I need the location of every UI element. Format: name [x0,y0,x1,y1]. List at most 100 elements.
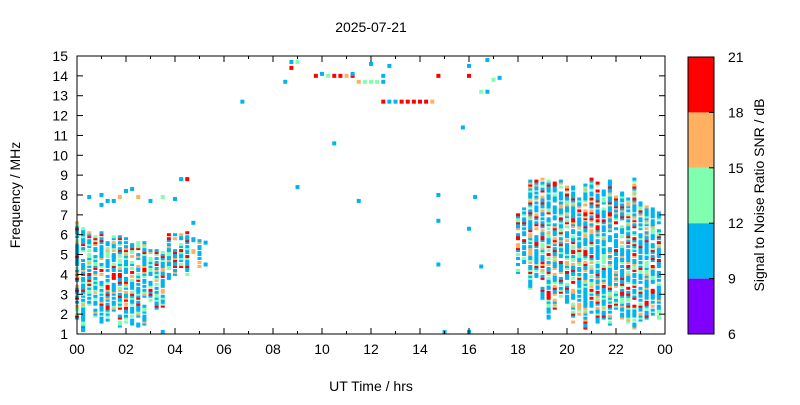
data-point [650,276,655,280]
plot-frame [76,55,666,335]
data-point [607,310,612,314]
data-point [105,274,110,278]
data-point [607,199,612,203]
data-point [295,59,300,64]
data-point [540,195,545,199]
data-point [607,247,612,251]
data-point [93,300,98,304]
data-point [99,247,104,251]
data-point [577,237,582,241]
data-point [638,205,643,209]
data-point [124,278,128,282]
data-point [534,237,539,241]
data-point [595,300,600,304]
data-point [589,241,594,245]
data-point [369,79,373,84]
data-point [185,268,190,272]
data-point [105,284,110,288]
data-point [583,292,588,296]
data-point [626,316,631,320]
data-point [571,302,576,306]
data-point [632,272,637,276]
data-point [381,79,386,84]
data-point [173,268,177,272]
data-point [650,235,655,239]
data-point [99,233,104,237]
data-point [130,318,135,322]
data-point [577,249,582,253]
data-point [565,251,569,255]
data-point [546,181,551,185]
data-point [656,217,661,221]
data-point [583,294,588,298]
data-point [534,227,539,231]
data-point [142,284,147,288]
data-point [583,268,588,272]
data-point [607,185,612,189]
data-point [571,207,576,211]
data-point [638,318,643,322]
data-point [81,231,86,235]
data-point [571,205,576,209]
data-point [626,253,631,257]
data-point [173,251,177,255]
data-point [607,255,612,259]
data-point [632,207,637,211]
data-point [614,233,618,237]
data-point [124,294,128,298]
data-point [81,247,86,251]
data-point [614,245,618,249]
data-point [632,264,637,268]
data-point [577,304,582,308]
data-point [130,263,135,266]
data-point [656,310,661,314]
data-point [626,201,631,205]
data-point [173,255,177,259]
data-point [638,233,643,237]
data-point [601,284,606,288]
data-point [632,245,637,249]
data-point [589,231,594,235]
data-point [571,191,576,195]
data-point [160,298,165,302]
data-point [601,316,606,320]
data-point [99,284,104,288]
data-point [638,241,643,245]
data-point [130,282,135,286]
x-tick-label: 00 [657,341,673,357]
data-point [601,310,606,314]
data-point [583,247,588,251]
data-point [601,201,606,205]
data-point [93,235,98,239]
data-point [546,233,551,237]
data-point [387,63,392,68]
data-point [632,304,637,308]
data-point [571,266,576,270]
data-point [124,308,128,312]
data-point [595,298,600,302]
data-point [179,263,184,266]
data-point [650,304,655,308]
data-point [540,239,545,243]
data-point [607,213,612,217]
data-point [601,302,606,306]
data-point [614,217,618,221]
data-point [369,61,373,66]
data-point [583,183,588,187]
data-point [632,255,637,259]
data-point [136,292,141,296]
data-point [540,245,545,249]
data-point [81,276,86,280]
data-point [607,217,612,221]
data-point [644,253,649,257]
data-point [160,282,165,286]
data-point [607,215,612,219]
data-point [583,278,588,282]
data-point [607,284,612,288]
data-point [565,205,569,209]
data-point [595,249,600,253]
data-point [595,306,600,310]
data-point [136,253,141,257]
data-point [111,276,116,280]
data-point [99,268,104,272]
